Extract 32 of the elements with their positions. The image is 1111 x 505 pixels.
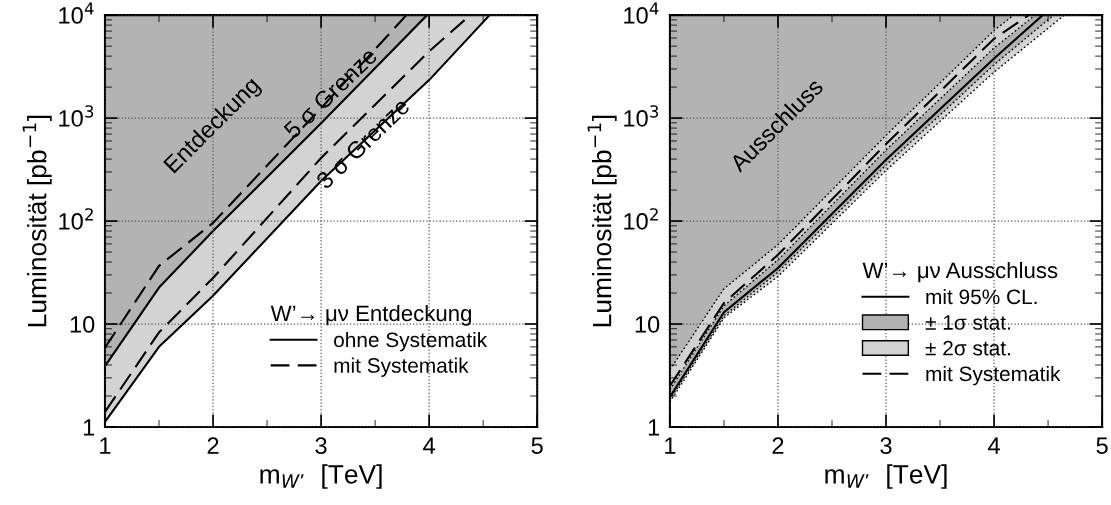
y-tick-label: 10$^{2}$ bbox=[59, 208, 93, 230]
legend-title: W’→ μν Ausschluss bbox=[862, 261, 1058, 283]
y-tick-label: 1 bbox=[83, 419, 95, 436]
x-tick-label: 3 bbox=[315, 437, 327, 455]
legend-title: W’→ μν Entdeckung bbox=[270, 304, 471, 326]
x-tick-label: 4 bbox=[988, 437, 1000, 454]
x-tick-label: 5 bbox=[1096, 437, 1108, 455]
y-tick-label: 10 bbox=[70, 316, 95, 333]
x-tick-label: 4 bbox=[423, 437, 435, 454]
y-axis-title: Luminosität [pb$^{−1}$] bbox=[22, 115, 52, 327]
x-axis-title: m$_{W’}$ [TeV] bbox=[825, 464, 947, 489]
y-tick-label: 10$^{3}$ bbox=[59, 105, 94, 127]
y-tick-label: 1 bbox=[648, 419, 660, 436]
y-tick-label: 10$^{4}$ bbox=[624, 2, 659, 24]
y-tick-label: 10$^{2}$ bbox=[624, 208, 658, 230]
x-tick-label: 1 bbox=[665, 437, 676, 454]
legend-label: ± 2σ stat. bbox=[925, 340, 1010, 356]
x-tick-label: 2 bbox=[772, 437, 784, 454]
y-tick-label: 10 bbox=[635, 316, 660, 333]
x-axis-title: m$_{W’}$ [TeV] bbox=[260, 464, 382, 489]
x-tick-label: 2 bbox=[207, 437, 219, 454]
x-tick-label: 5 bbox=[531, 437, 543, 455]
legend-label: ± 1σ stat. bbox=[925, 315, 1010, 330]
y-axis-title: Luminosität [pb$^{−1}$] bbox=[587, 115, 617, 327]
x-tick-label: 1 bbox=[100, 437, 111, 454]
y-tick-label: 10$^{3}$ bbox=[624, 105, 659, 127]
y-tick-label: 10$^{4}$ bbox=[59, 2, 94, 24]
legend-label: mit Systematik bbox=[926, 365, 1061, 386]
legend-label: mit 95% CL. bbox=[926, 288, 1037, 305]
x-tick-label: 3 bbox=[880, 437, 892, 455]
legend-label: ohne Systematik bbox=[334, 331, 488, 352]
legend-label: mit Systematik bbox=[334, 357, 469, 377]
